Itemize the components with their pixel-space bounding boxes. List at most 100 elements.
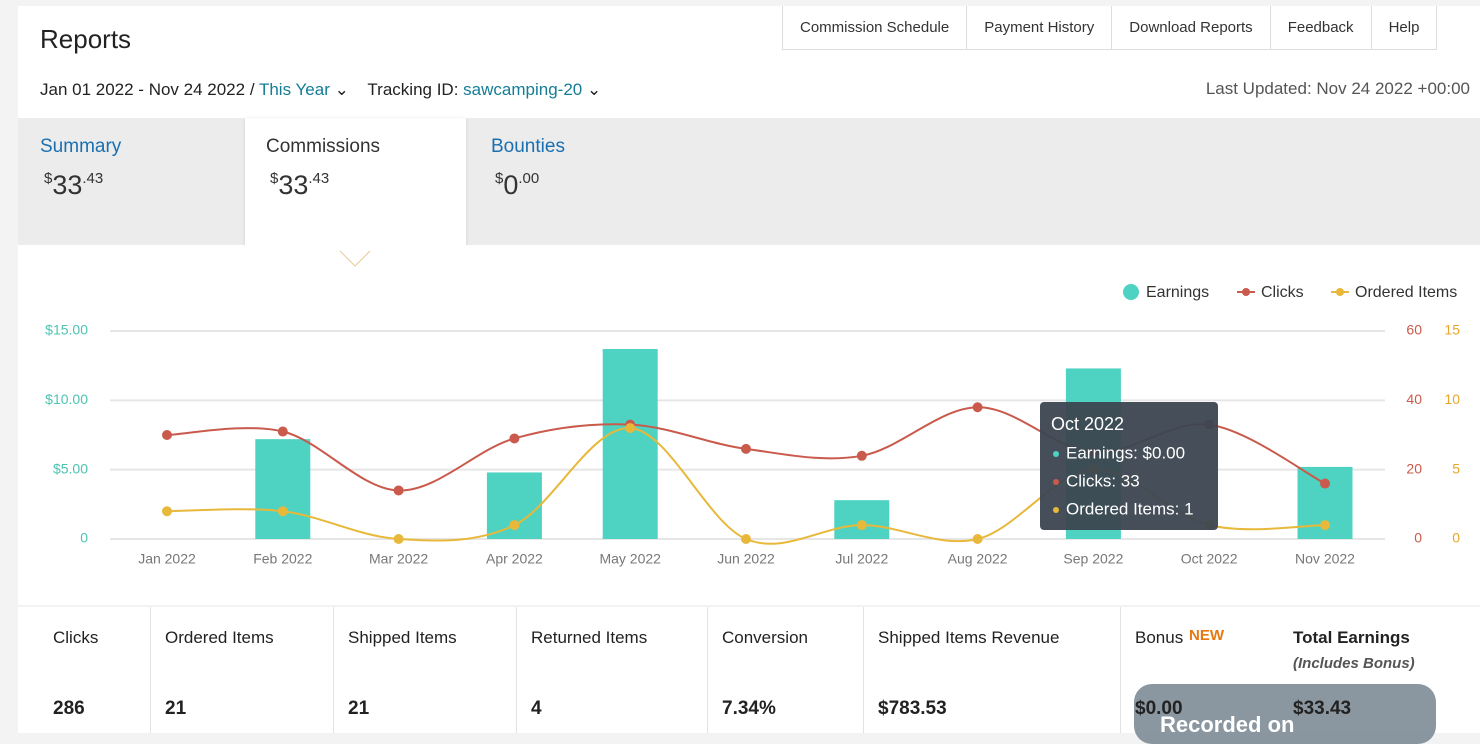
column-value: 7.34% bbox=[722, 698, 776, 719]
period-select[interactable]: This Year bbox=[258, 80, 330, 99]
nav-item[interactable]: Download Reports bbox=[1112, 6, 1271, 50]
y2-tick-label: 0 bbox=[1414, 530, 1422, 546]
nav-item[interactable]: Feedback bbox=[1270, 6, 1372, 50]
currency: $ bbox=[495, 170, 504, 187]
point bbox=[277, 426, 288, 437]
bar bbox=[834, 500, 890, 539]
y3-tick-label: 5 bbox=[1452, 460, 1460, 476]
column-value: 286 bbox=[53, 698, 85, 719]
x-tick-label: Sep 2022 bbox=[1063, 551, 1123, 567]
tooltip bbox=[1040, 402, 1218, 530]
column-value: 21 bbox=[348, 698, 370, 719]
tab-amount: $33.43 bbox=[44, 170, 103, 201]
y2-tick-label: 60 bbox=[1406, 322, 1422, 338]
date-range: Jan 01 2022 - Nov 24 2022 / bbox=[40, 80, 255, 99]
tab-amount: $0.00 bbox=[495, 170, 539, 201]
tab-label[interactable]: Bounties bbox=[491, 136, 565, 157]
y3-tick-label: 10 bbox=[1444, 391, 1460, 407]
column-header: Ordered Items bbox=[165, 628, 274, 647]
tooltip-line: Earnings: $0.00 bbox=[1066, 443, 1185, 462]
x-tick-label: Jan 2022 bbox=[138, 551, 196, 567]
header-note: (Includes Bonus) bbox=[1293, 655, 1415, 672]
tracking-select[interactable]: sawcamping-20 bbox=[463, 80, 583, 99]
active-tab bbox=[245, 118, 466, 249]
point bbox=[741, 534, 751, 544]
legend-marker bbox=[1336, 288, 1344, 296]
tab-bar bbox=[18, 118, 1480, 245]
bar bbox=[602, 349, 658, 539]
nav-item[interactable]: Commission Schedule bbox=[783, 6, 968, 50]
column-header: Returned Items bbox=[531, 628, 648, 647]
point bbox=[1320, 478, 1330, 489]
amount-whole: 33 bbox=[52, 170, 83, 200]
x-tick-label: Nov 2022 bbox=[1295, 551, 1355, 567]
column-header: Total Earnings bbox=[1293, 628, 1410, 647]
column-header: Conversion bbox=[722, 628, 808, 647]
column-header: Bonus bbox=[1135, 628, 1184, 647]
point bbox=[277, 506, 288, 517]
tab-label[interactable]: Summary bbox=[40, 136, 122, 157]
tab-amount: $33.43 bbox=[270, 170, 329, 201]
point bbox=[509, 433, 520, 444]
col-divider bbox=[516, 607, 517, 733]
amount-whole: 33 bbox=[278, 170, 309, 200]
point bbox=[162, 430, 172, 440]
column-value: $783.53 bbox=[878, 698, 947, 719]
x-tick-label: Mar 2022 bbox=[369, 551, 428, 567]
point bbox=[1320, 520, 1330, 531]
col-divider bbox=[1120, 607, 1121, 733]
y-tick-label: $5.00 bbox=[53, 460, 88, 476]
column-value: $0.00 bbox=[1135, 698, 1183, 719]
point bbox=[972, 534, 983, 544]
legend-marker bbox=[1242, 288, 1250, 296]
page-title: Reports bbox=[40, 24, 132, 54]
nav: Commission Schedule Payment History Downlo… bbox=[782, 6, 1438, 50]
chart: 0 $5.00 $10.00 $15.00 0 20 40 60 0 5 10 15 Jan 2022 F… bbox=[45, 250, 1460, 567]
point bbox=[393, 485, 404, 496]
point bbox=[741, 443, 751, 454]
amount-whole: 0 bbox=[503, 170, 519, 200]
y-tick-label: $15.00 bbox=[45, 322, 88, 338]
y3-tick-label: 0 bbox=[1452, 530, 1460, 546]
x-tick-label: Aug 2022 bbox=[948, 551, 1008, 567]
x-tick-label: Jun 2022 bbox=[717, 551, 775, 567]
legend-label: Clicks bbox=[1261, 284, 1304, 301]
tab-label[interactable]: Commissions bbox=[266, 136, 381, 157]
tooltip-dot bbox=[1053, 479, 1059, 485]
x-tick-label: Feb 2022 bbox=[253, 551, 312, 567]
chart-panel bbox=[18, 245, 1480, 605]
x-tick-label: Jul 2022 bbox=[835, 551, 888, 567]
legend-label: Ordered Items bbox=[1355, 284, 1457, 301]
point bbox=[393, 534, 404, 544]
tooltip-line: Clicks: 33 bbox=[1066, 471, 1140, 490]
tooltip-dot bbox=[1053, 507, 1059, 513]
nav-item[interactable]: Help bbox=[1371, 6, 1438, 50]
col-divider bbox=[333, 607, 334, 733]
legend-marker bbox=[1123, 284, 1139, 300]
tooltip-line: Ordered Items: 1 bbox=[1066, 499, 1194, 518]
point bbox=[856, 450, 867, 461]
date-bar: Jan 01 2022 - Nov 24 2022 / This Year ⌄ … bbox=[40, 80, 602, 99]
column-value: $33.43 bbox=[1293, 698, 1352, 719]
new-badge: NEW bbox=[1189, 627, 1224, 644]
amount-cents: .00 bbox=[518, 170, 540, 187]
point bbox=[972, 402, 983, 413]
column-header: Shipped Items bbox=[348, 628, 457, 647]
col-divider bbox=[707, 607, 708, 733]
y-tick-label: 0 bbox=[80, 530, 88, 546]
currency: $ bbox=[44, 170, 53, 187]
col-divider bbox=[150, 607, 151, 733]
column-header: Clicks bbox=[53, 628, 99, 647]
tooltip-title: Oct 2022 bbox=[1051, 414, 1124, 434]
point bbox=[625, 423, 636, 434]
y3-tick-label: 15 bbox=[1444, 322, 1460, 338]
x-tick-label: May 2022 bbox=[599, 551, 661, 567]
currency: $ bbox=[270, 170, 279, 187]
tab-pointer bbox=[339, 250, 371, 267]
nav-item[interactable]: Payment History bbox=[967, 6, 1113, 50]
tracking-label: Tracking ID: bbox=[367, 80, 459, 99]
column-value: 4 bbox=[531, 698, 542, 719]
last-updated: Last Updated: Nov 24 2022 +00:00 bbox=[1205, 79, 1470, 98]
column-value: 21 bbox=[165, 698, 187, 719]
